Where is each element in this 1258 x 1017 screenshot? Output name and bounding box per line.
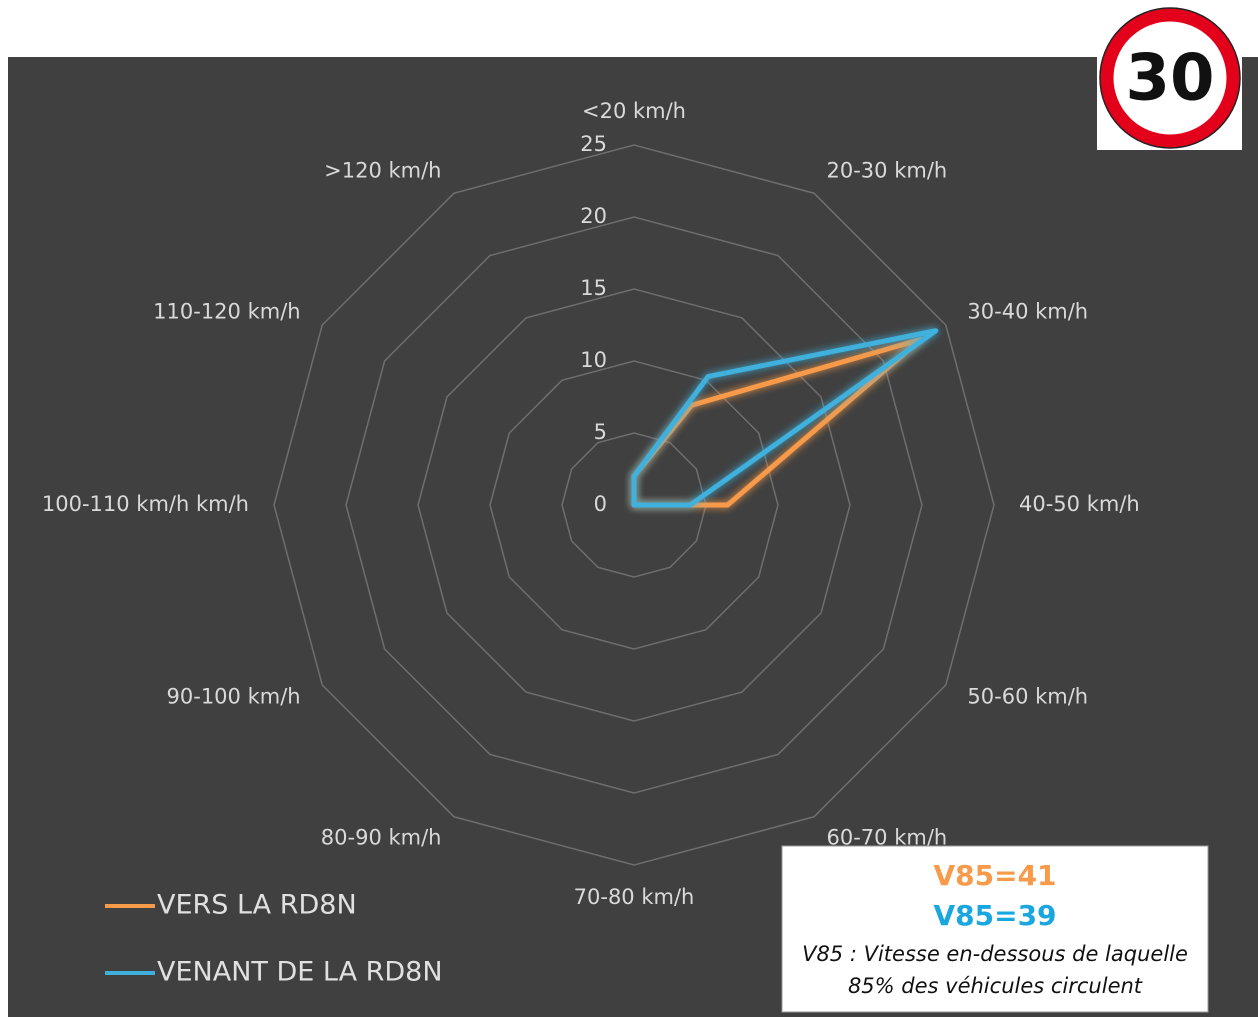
legend-label: VENANT DE LA RD8N [157, 957, 443, 988]
category-label: 90-100 km/h [167, 685, 301, 709]
series-line [631, 328, 939, 508]
category-label: 20-30 km/h [827, 159, 948, 183]
category-label: 80-90 km/h [321, 825, 442, 849]
y-tick-label: 20 [580, 204, 607, 228]
category-label: 110-120 km/h [153, 300, 300, 324]
y-tick-label: 10 [580, 348, 607, 372]
annotation: 85% des véhicules circulent [848, 974, 1143, 998]
annotation: V85 : Vitesse en-dessous de laquelle [802, 942, 1188, 966]
legend-label: VERS LA RD8N [157, 890, 357, 921]
annotation: V85=39 [933, 899, 1056, 932]
category-label: >120 km/h [324, 159, 441, 183]
category-label: 50-60 km/h [967, 685, 1088, 709]
category-label: 100-110 km/h km/h [42, 492, 249, 516]
grid-line [345, 216, 923, 794]
sign-ring [1100, 8, 1240, 148]
y-tick-label: 5 [594, 420, 607, 444]
sign-outline [1099, 7, 1241, 149]
annotation-box [781, 845, 1209, 1013]
category-label: <20 km/h [582, 99, 686, 123]
sign-text: 30 [1125, 42, 1214, 116]
y-tick-label: 15 [580, 276, 607, 300]
category-label: 60-70 km/h [827, 825, 948, 849]
grid-line [561, 432, 707, 578]
y-tick-label: 0 [594, 492, 607, 516]
grid-line [489, 360, 779, 650]
category-label: 40-50 km/h [1019, 492, 1140, 516]
grid-line [417, 288, 851, 722]
y-tick-label: 25 [580, 132, 607, 156]
category-label: 70-80 km/h [574, 885, 695, 909]
category-label: 30-40 km/h [967, 300, 1088, 324]
annotation: V85=41 [933, 859, 1056, 892]
grid-line [273, 144, 995, 866]
